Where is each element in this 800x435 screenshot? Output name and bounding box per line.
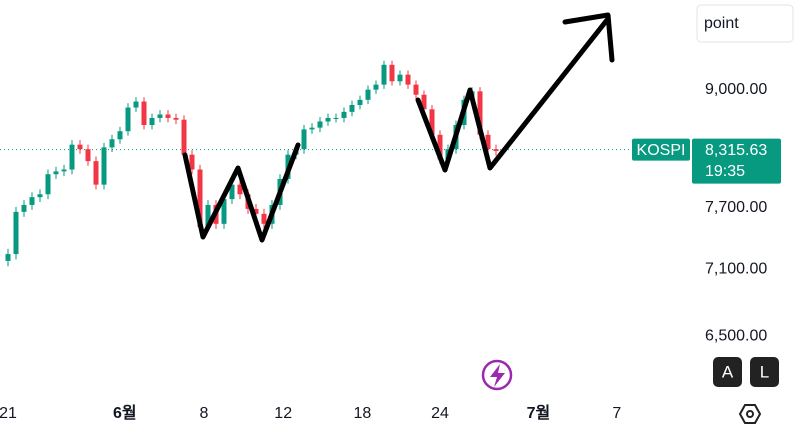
y-tick-label: 7,100.00 (705, 261, 767, 278)
candle-body (37, 194, 43, 198)
candle-body (333, 117, 339, 119)
candle-body (5, 254, 11, 261)
plot: 6,500.00 7,100.00 7,700.00 9,000.00 21 6월 8 12 1… (0, 60, 767, 422)
candle-body (261, 213, 267, 224)
candle-body (133, 101, 139, 108)
alert-icon[interactable] (481, 359, 513, 391)
x-tick-label: 21 (0, 405, 17, 422)
candle-body (429, 109, 435, 135)
candle-body (357, 99, 363, 105)
last-price-label: 8,315.63 (705, 142, 767, 159)
candle-body (381, 64, 387, 85)
candle-body (69, 144, 75, 170)
price-tag (692, 138, 781, 184)
candle-body (109, 139, 115, 148)
candle-body (77, 144, 83, 150)
candle-body (221, 199, 227, 224)
drawing-line (562, 12, 615, 63)
candle-body (341, 111, 347, 118)
x-tick-label: 7 (612, 405, 621, 422)
candle-body (253, 208, 259, 214)
x-tick-label: 24 (431, 405, 449, 422)
candle-body (477, 91, 483, 135)
auto-button-text[interactable]: A (722, 362, 734, 381)
candle-body (205, 204, 211, 227)
candle-body (373, 84, 379, 90)
candle-body (13, 211, 19, 255)
x-tick-label: 8 (200, 405, 209, 422)
candle-body (29, 197, 35, 205)
alert-bolt (490, 364, 505, 387)
candle-body (117, 131, 123, 140)
candle-body (181, 119, 187, 155)
candle-body (437, 134, 443, 160)
candle-body (61, 169, 67, 172)
candle-body (93, 161, 99, 185)
log-button-text[interactable]: L (760, 362, 769, 381)
candle-body (189, 154, 195, 170)
candle-body (165, 114, 171, 118)
candle-body (173, 117, 179, 120)
candle-body (413, 84, 419, 95)
candle-body (317, 121, 323, 128)
candle-body (101, 147, 107, 185)
drawing-line (182, 142, 301, 243)
drawing-line (415, 17, 610, 173)
candle-body (157, 114, 163, 118)
price-labels: KOSPI 8,315.63 19:35 (632, 138, 781, 184)
candle-body (405, 74, 411, 85)
auto-button[interactable] (713, 357, 742, 387)
annotations (182, 12, 615, 243)
y-tick-label: 7,700.00 (705, 199, 767, 216)
log-button[interactable] (750, 357, 779, 387)
x-tick-label: 6월 (113, 404, 137, 422)
candle-body (21, 204, 27, 212)
candle-body (85, 149, 91, 162)
settings-icon[interactable] (738, 404, 762, 424)
candle-body (485, 134, 491, 150)
candle-body (237, 184, 243, 195)
candle-body (301, 129, 307, 150)
candle-body (493, 149, 499, 152)
candle-body (149, 117, 155, 125)
candle-body (365, 89, 371, 100)
candle-body (197, 169, 203, 227)
candle-body (125, 107, 131, 132)
candle-body (421, 94, 427, 110)
candle-body (45, 174, 51, 195)
y-tick-label: 6,500.00 (705, 328, 767, 345)
candle-body (325, 117, 331, 122)
candle-body (397, 74, 403, 82)
x-tick-label: 12 (274, 405, 292, 422)
search-box[interactable] (696, 4, 794, 43)
candle-body (349, 104, 355, 112)
candle-body (53, 171, 59, 175)
y-tick-label: 9,000.00 (705, 81, 767, 98)
time-label: 19:35 (705, 163, 745, 180)
search-text[interactable]: point (704, 15, 739, 32)
candle-body (389, 64, 395, 82)
settings-icon-center (746, 410, 754, 418)
symbol-tag (632, 138, 690, 161)
candle-body (309, 127, 315, 130)
x-tick-label: 18 (354, 405, 372, 422)
x-tick-label: 7월 (527, 404, 551, 422)
symbol-label: KOSPI (637, 142, 686, 159)
candle-body (229, 184, 235, 200)
candle-body (141, 101, 147, 125)
